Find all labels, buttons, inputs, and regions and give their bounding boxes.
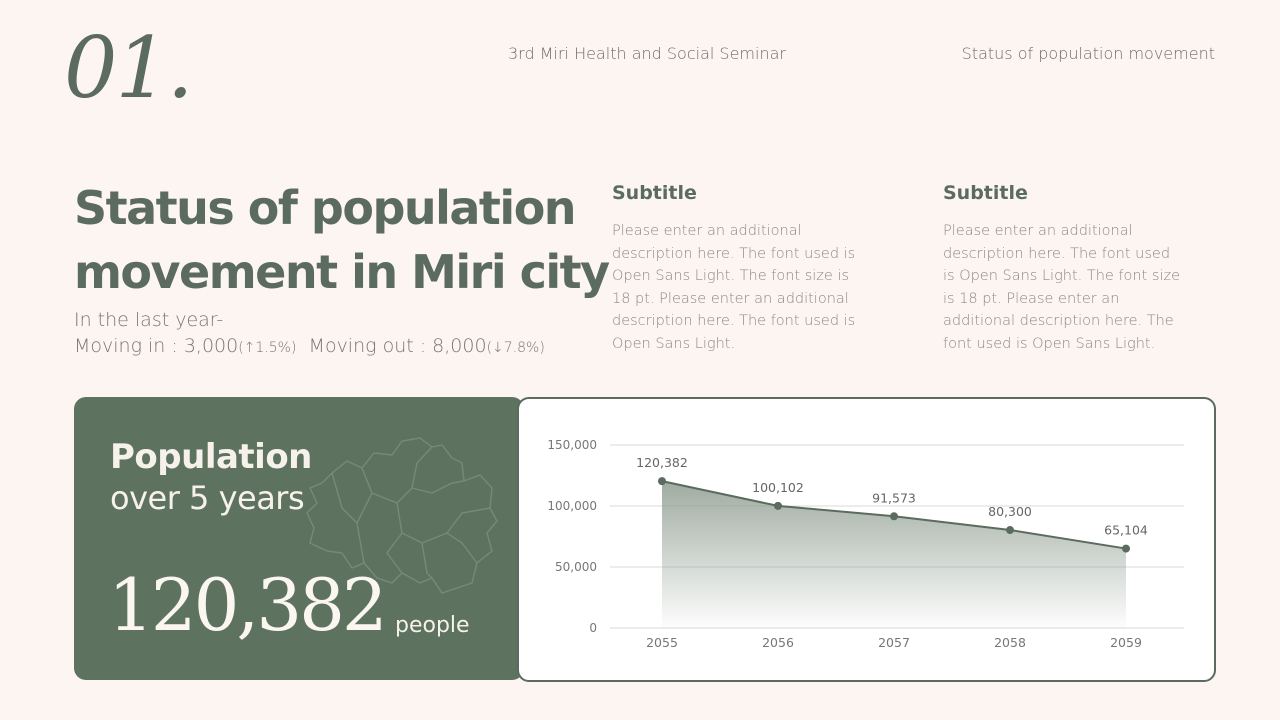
data-labels: 120,382 100,102 91,573 80,300 65,104	[636, 455, 1148, 537]
subtitle-heading: Subtitle	[943, 182, 1028, 204]
y-tick-label: 100,000	[547, 499, 597, 513]
population-value: 120,382	[108, 563, 388, 647]
x-tick-label: 2056	[762, 635, 794, 650]
data-label: 91,573	[872, 490, 916, 505]
seminar-title: 3rd Miri Health and Social Seminar	[508, 44, 786, 63]
x-tick-label: 2057	[878, 635, 910, 650]
area-fill	[662, 481, 1126, 628]
moving-out-change: (↓7.8%)	[486, 340, 545, 356]
data-label: 80,300	[988, 504, 1032, 519]
data-point	[890, 512, 898, 521]
y-axis-ticks: 0 50,000 100,000 150,000	[547, 438, 597, 635]
y-tick-label: 150,000	[547, 438, 597, 452]
movement-summary: In the last year- Moving in : 3,000(↑1.5…	[74, 307, 545, 361]
subtitle-body: Please enter an additional description h…	[612, 223, 856, 352]
data-point	[1122, 544, 1130, 553]
moving-out-value: Moving out : 8,000	[308, 335, 487, 357]
data-points	[658, 477, 1130, 553]
subtitle-block-2: Subtitle Please enter an additional desc…	[943, 182, 1203, 355]
population-chart: 0 50,000 100,000 150,000 120,382 100,102 91,5…	[517, 397, 1216, 682]
population-unit: people	[395, 613, 470, 638]
page-title: Status of population movement in Miri ci…	[74, 176, 610, 304]
x-tick-label: 2055	[646, 635, 678, 650]
data-label: 65,104	[1104, 523, 1148, 538]
page-title-line1: Status of population	[74, 181, 577, 235]
population-card: Population over 5 years 120,382 people	[74, 397, 524, 680]
section-title: Status of population movement	[961, 44, 1215, 63]
data-point	[774, 501, 782, 510]
area-chart: 0 50,000 100,000 150,000 120,382 100,102 91,5…	[547, 438, 1184, 650]
data-point	[658, 477, 666, 486]
moving-in-change: (↑1.5%)	[238, 340, 297, 356]
card-title-line2: over 5 years	[110, 479, 305, 517]
subtitle-block-1: Subtitle Please enter an additional desc…	[612, 182, 872, 355]
city-map-outline-icon	[306, 437, 498, 594]
subtitle-heading: Subtitle	[612, 182, 697, 204]
slide-number: 01.	[64, 19, 194, 117]
card-title-line1: Population	[110, 437, 312, 477]
moving-in-value: Moving in : 3,000	[74, 335, 239, 357]
y-tick-label: 50,000	[555, 560, 597, 574]
movement-intro: In the last year-	[74, 309, 224, 331]
x-tick-label: 2059	[1110, 635, 1142, 650]
x-axis-ticks: 2055 2056 2057 2058 2059	[646, 635, 1142, 650]
data-point	[1006, 526, 1014, 535]
data-label: 120,382	[636, 455, 688, 470]
subtitle-body: Please enter an additional description h…	[943, 223, 1181, 352]
x-tick-label: 2058	[994, 635, 1026, 650]
data-label: 100,102	[752, 480, 804, 495]
page-title-line2: movement in Miri city	[74, 245, 610, 299]
y-tick-label: 0	[589, 621, 597, 635]
